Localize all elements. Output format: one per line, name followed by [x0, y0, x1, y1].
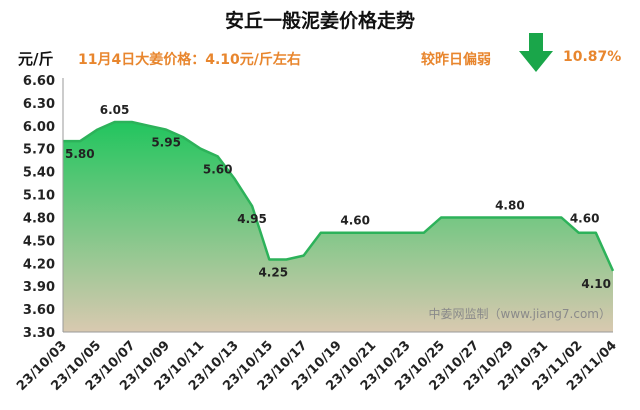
data-label: 4.80 — [495, 198, 525, 212]
y-tick-label: 4.20 — [23, 257, 55, 272]
compare-value: 10.87% — [563, 49, 622, 65]
unit-label: 元/斤 — [18, 50, 54, 68]
y-tick-label: 3.90 — [23, 280, 55, 295]
data-label: 4.60 — [570, 212, 600, 226]
compare-label: 较昨日偏弱 — [421, 52, 491, 68]
y-tick-label: 5.10 — [23, 189, 55, 204]
data-label: 5.80 — [65, 147, 95, 161]
y-tick-label: 5.40 — [23, 166, 55, 181]
y-tick-label: 4.80 — [23, 211, 55, 226]
y-tick-label: 3.30 — [23, 326, 55, 341]
series-area — [63, 122, 613, 332]
price-note: 11月4日大姜价格：4.10元/斤左右 — [78, 52, 301, 68]
arrow-down-icon — [519, 33, 553, 72]
y-tick-label: 4.50 — [23, 234, 55, 249]
y-tick-label: 6.30 — [23, 97, 55, 112]
data-label: 4.60 — [340, 214, 370, 228]
data-label: 5.95 — [151, 136, 181, 150]
y-tick-label: 5.70 — [23, 143, 55, 158]
y-tick-label: 6.00 — [23, 120, 55, 135]
data-label: 4.25 — [258, 265, 288, 279]
data-label: 6.05 — [100, 103, 130, 117]
y-tick-label: 6.60 — [23, 74, 55, 89]
series-line — [63, 120, 615, 272]
data-label: 4.10 — [581, 277, 611, 291]
data-label: 4.95 — [237, 212, 267, 226]
watermark: 中姜网监制（www.jiang7.com） — [429, 306, 611, 321]
chart-title: 安丘一般泥姜价格走势 — [224, 10, 415, 32]
data-label: 5.60 — [203, 162, 233, 176]
y-tick-label: 3.60 — [23, 303, 55, 318]
